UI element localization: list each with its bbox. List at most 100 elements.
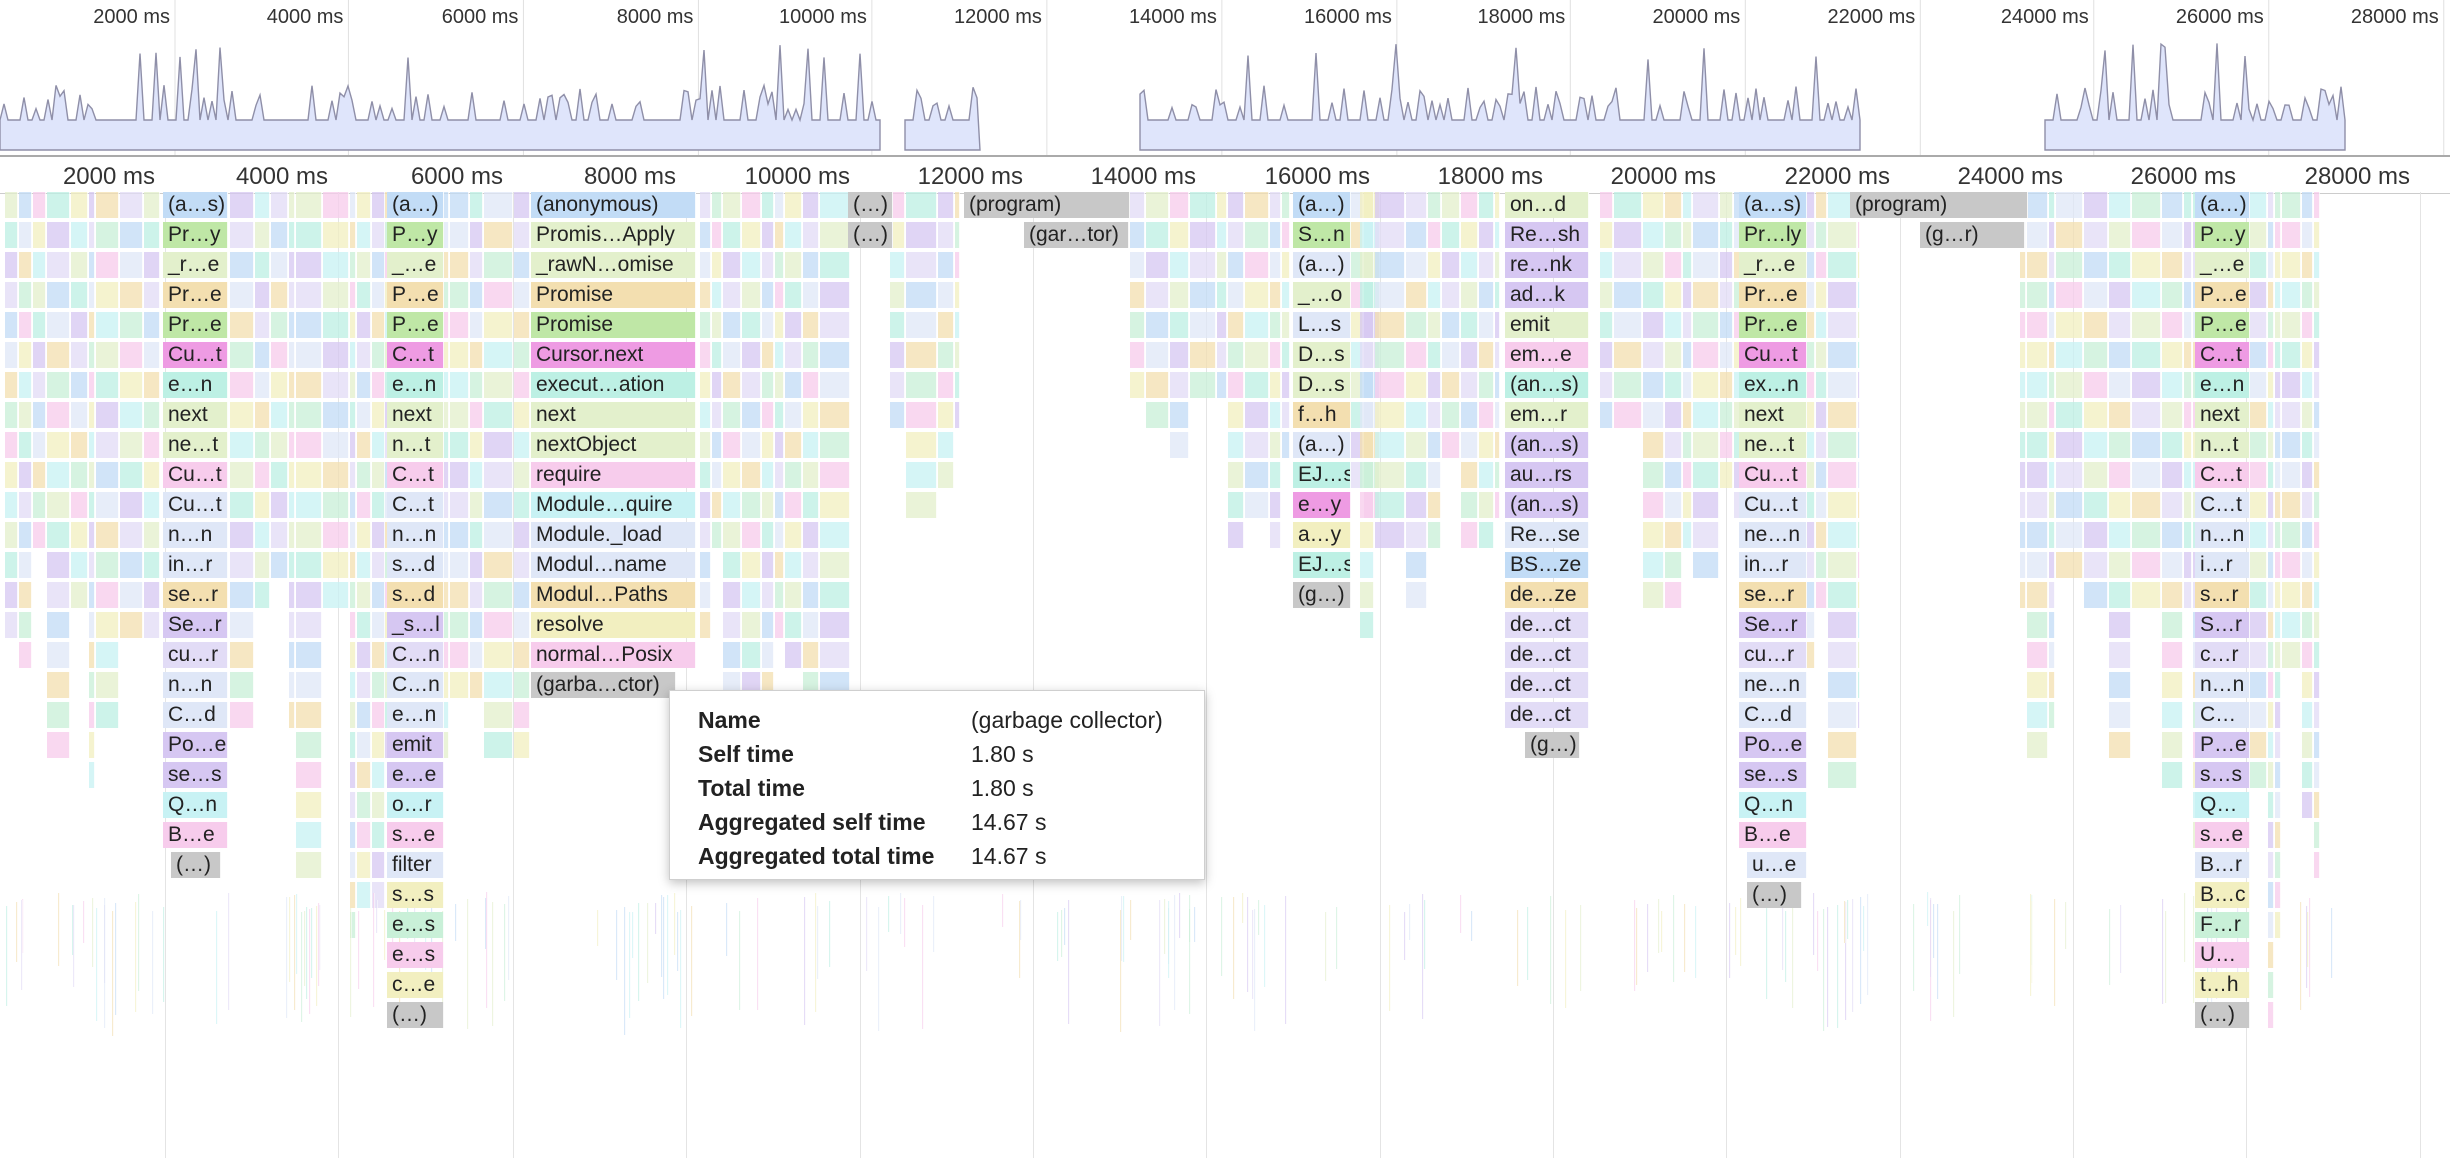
stack-frame[interactable]	[2049, 222, 2055, 248]
stack-frame[interactable]	[89, 402, 95, 428]
stack-frame[interactable]	[372, 582, 385, 608]
flame-frame[interactable]: au…rs	[1505, 462, 1589, 488]
stack-frame[interactable]	[450, 192, 469, 218]
flame-frame[interactable]: (an…s)	[1505, 492, 1589, 518]
stack-frame[interactable]	[2084, 462, 2108, 488]
stack-frame[interactable]	[2275, 402, 2281, 428]
stack-frame[interactable]	[723, 372, 741, 398]
stack-frame[interactable]	[450, 642, 469, 668]
stack-frame[interactable]	[372, 192, 385, 218]
stack-frame[interactable]	[2268, 282, 2274, 308]
stack-frame[interactable]	[723, 222, 741, 248]
stack-frame[interactable]	[723, 582, 741, 608]
stack-frame[interactable]	[289, 192, 295, 218]
stack-frame[interactable]	[1828, 282, 1857, 308]
stack-frame[interactable]	[1190, 222, 1216, 248]
stack-frame[interactable]	[1360, 582, 1374, 608]
stack-frame[interactable]	[2027, 582, 2048, 608]
stack-frame[interactable]	[1614, 342, 1642, 368]
flame-frame[interactable]: next	[1739, 402, 1807, 428]
stack-frame[interactable]	[1442, 372, 1460, 398]
stack-frame[interactable]	[2282, 312, 2301, 338]
stack-frame[interactable]	[2268, 732, 2274, 758]
stack-frame[interactable]	[357, 222, 371, 248]
stack-frame[interactable]	[2162, 702, 2183, 728]
flame-frame[interactable]: n…n	[163, 522, 228, 548]
stack-frame[interactable]	[2302, 672, 2313, 698]
stack-frame[interactable]	[96, 192, 119, 218]
flame-frame[interactable]: de…ct	[1505, 612, 1589, 638]
stack-frame[interactable]	[2109, 282, 2131, 308]
stack-frame[interactable]	[33, 282, 46, 308]
stack-frame[interactable]	[2020, 462, 2026, 488]
flame-frame[interactable]: Pr…e	[1739, 312, 1807, 338]
stack-frame[interactable]	[1217, 282, 1227, 308]
stack-frame[interactable]	[19, 642, 32, 668]
stack-frame[interactable]	[1816, 582, 1827, 608]
stack-frame[interactable]	[1643, 462, 1664, 488]
stack-frame[interactable]	[19, 432, 32, 458]
stack-frame[interactable]	[2250, 342, 2267, 368]
stack-frame[interactable]	[1406, 522, 1427, 548]
stack-frame[interactable]	[775, 432, 784, 458]
stack-frame[interactable]	[906, 192, 937, 218]
flame-frame[interactable]: c…e	[387, 972, 444, 998]
stack-frame[interactable]	[2275, 372, 2281, 398]
stack-frame[interactable]	[289, 372, 295, 398]
stack-frame[interactable]	[2268, 762, 2274, 788]
stack-frame[interactable]	[1461, 282, 1478, 308]
stack-frame[interactable]	[47, 702, 70, 728]
stack-frame[interactable]	[1360, 342, 1374, 368]
stack-frame[interactable]	[2275, 852, 2281, 878]
stack-frame[interactable]	[271, 432, 288, 458]
flame-frame[interactable]: Pr…e	[163, 312, 228, 338]
stack-frame[interactable]	[1461, 312, 1478, 338]
stack-frame[interactable]	[144, 522, 160, 548]
flame-frame[interactable]: (g…r)	[1920, 222, 2025, 248]
stack-frame[interactable]	[1282, 192, 1290, 218]
flame-frame[interactable]: U…	[2195, 942, 2250, 968]
stack-frame[interactable]	[514, 702, 530, 728]
stack-frame[interactable]	[1683, 372, 1692, 398]
stack-frame[interactable]	[357, 822, 371, 848]
stack-frame[interactable]	[1360, 312, 1374, 338]
stack-frame[interactable]	[2268, 852, 2274, 878]
stack-frame[interactable]	[2132, 342, 2161, 368]
stack-frame[interactable]	[296, 762, 322, 788]
stack-frame[interactable]	[2314, 522, 2320, 548]
stack-frame[interactable]	[723, 522, 741, 548]
flame-frame[interactable]: C…n	[387, 642, 444, 668]
stack-frame[interactable]	[1614, 222, 1642, 248]
stack-frame[interactable]	[1479, 492, 1494, 518]
stack-frame[interactable]	[775, 552, 784, 578]
flame-frame[interactable]: Promise	[531, 282, 696, 308]
stack-frame[interactable]	[120, 222, 143, 248]
stack-frame[interactable]	[470, 522, 483, 548]
stack-frame[interactable]	[723, 252, 741, 278]
stack-frame[interactable]	[1282, 312, 1290, 338]
stack-frame[interactable]	[1683, 222, 1692, 248]
stack-frame[interactable]	[2020, 282, 2026, 308]
stack-frame[interactable]	[120, 582, 143, 608]
stack-frame[interactable]	[2275, 282, 2281, 308]
stack-frame[interactable]	[1643, 552, 1664, 578]
stack-frame[interactable]	[271, 522, 288, 548]
stack-frame[interactable]	[1828, 612, 1857, 638]
stack-frame[interactable]	[1461, 432, 1478, 458]
stack-frame[interactable]	[71, 522, 88, 548]
stack-frame[interactable]	[1828, 582, 1857, 608]
stack-frame[interactable]	[2027, 432, 2048, 458]
flame-frame[interactable]: de…ct	[1505, 642, 1589, 668]
stack-frame[interactable]	[357, 882, 371, 908]
stack-frame[interactable]	[1665, 192, 1682, 218]
stack-frame[interactable]	[785, 372, 802, 398]
stack-frame[interactable]	[1693, 342, 1719, 368]
flame-frame[interactable]: s…r	[2195, 582, 2250, 608]
flame-frame[interactable]: s…s	[2195, 762, 2250, 788]
stack-frame[interactable]	[271, 252, 288, 278]
flame-frame[interactable]: se…r	[163, 582, 228, 608]
stack-frame[interactable]	[2109, 522, 2131, 548]
stack-frame[interactable]	[820, 462, 850, 488]
stack-frame[interactable]	[2302, 642, 2313, 668]
stack-frame[interactable]	[1245, 222, 1269, 248]
